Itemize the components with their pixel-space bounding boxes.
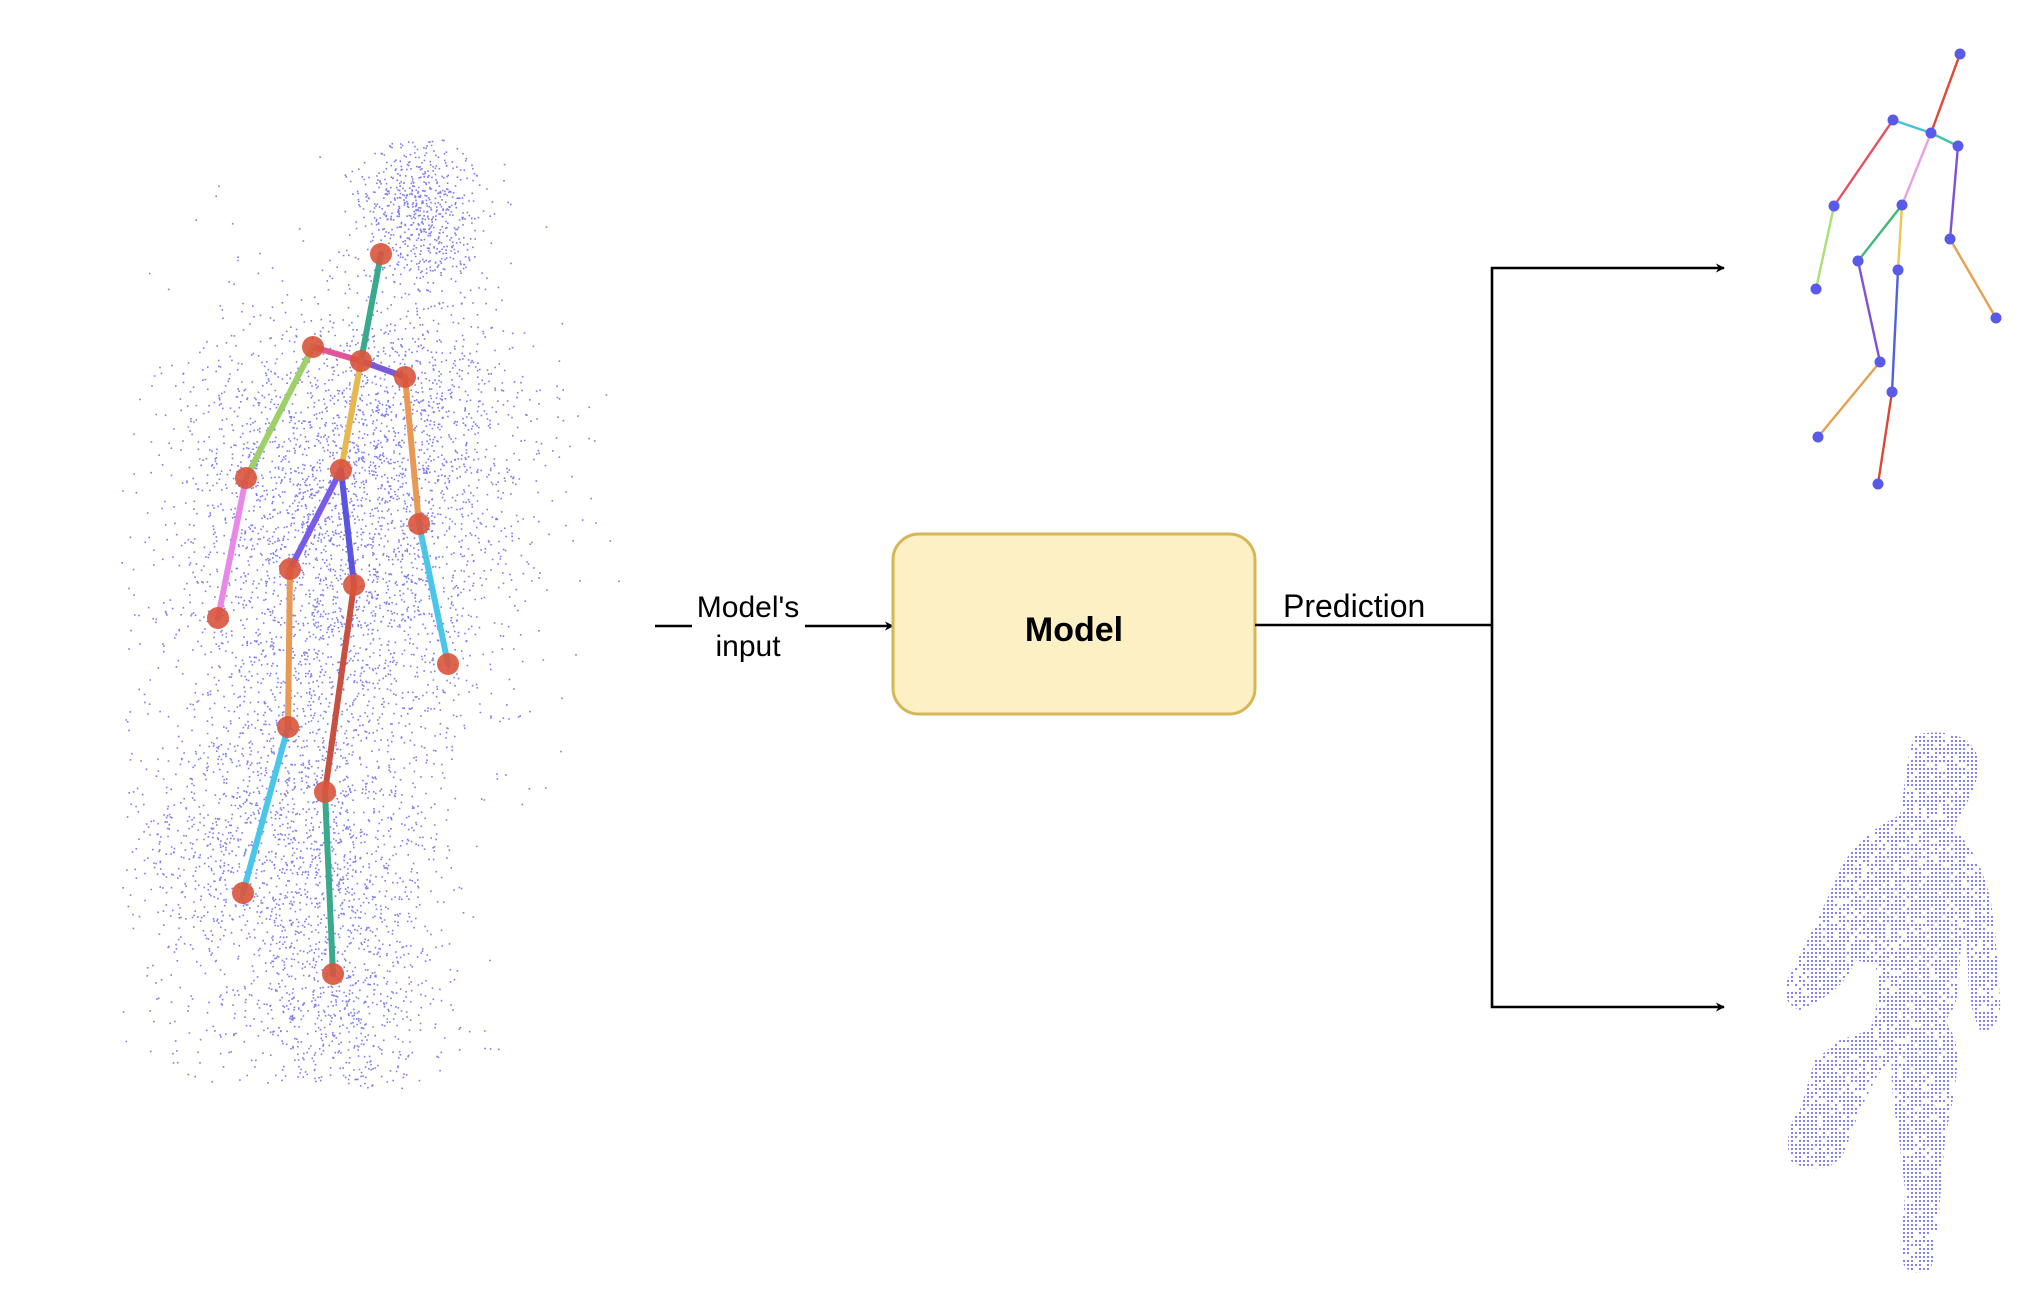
model-input-label-line2: input — [715, 630, 781, 663]
input-skeleton — [207, 243, 459, 985]
model-label: Model — [1025, 611, 1123, 649]
prediction-label: Prediction — [1283, 588, 1425, 624]
model-box: Model — [891, 532, 1257, 716]
output-skeleton-figure — [1810, 48, 2002, 490]
input-point-cloud — [121, 139, 620, 1090]
prediction-connector — [1255, 263, 1725, 1012]
model-input-label-line1: Model's — [697, 591, 799, 624]
output-body-point-cloud-figure — [1784, 732, 2001, 1273]
input-point-cloud-figure — [121, 139, 620, 1090]
